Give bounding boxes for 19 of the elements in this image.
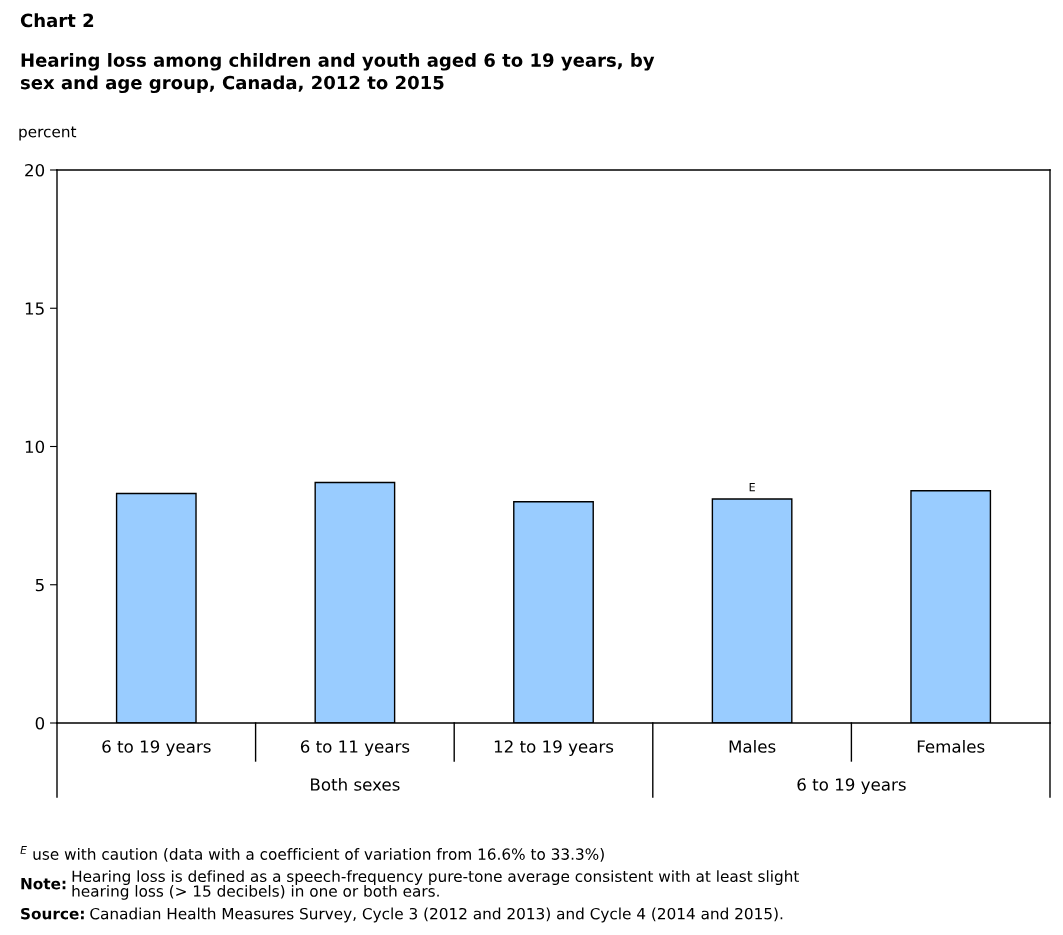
data-label: E [749, 483, 755, 492]
x-tick-label: Males [729, 739, 776, 753]
text: Note: Hearing loss is defined as a speech-frequency pure-tone average consistent with at least slight hearing loss (> 15 decibels) in one or both ears. [21, 870, 800, 900]
x-tick-label: 6 to 11 years [300, 740, 410, 757]
x-tick-label: Females [917, 739, 985, 753]
source-note: Source: Canadian Health Measures Survey, Cycle 3 (2012 and 2013) and Cycle 4 (2014 and 2015). [21, 907, 783, 923]
text: 6 to 19 years [797, 778, 906, 795]
x-tick-label: 6 to 19 years [102, 740, 211, 757]
text: $^{E}$ use with caution (data with a coefficient of variation from 16.6% to 33.3%) [20, 846, 604, 862]
chart-subtitle: Hearing loss among children and youth aged 6 to 19 years, by sex and age group, Canada, 2012 to 2015 [20, 52, 655, 94]
y-tick-label: 5 [35, 578, 44, 592]
text: Both sexes [311, 777, 400, 791]
y-tick-label: 20 [25, 163, 45, 177]
y-axis-title: percent [19, 126, 77, 141]
y-tick-label: 0 [35, 716, 45, 730]
chart-title: Chart 2 [20, 13, 94, 28]
x-tick-label: 12 to 19 years [494, 740, 614, 757]
y-tick-label: 10 [25, 440, 45, 454]
y-tick-label: 15 [25, 302, 44, 315]
